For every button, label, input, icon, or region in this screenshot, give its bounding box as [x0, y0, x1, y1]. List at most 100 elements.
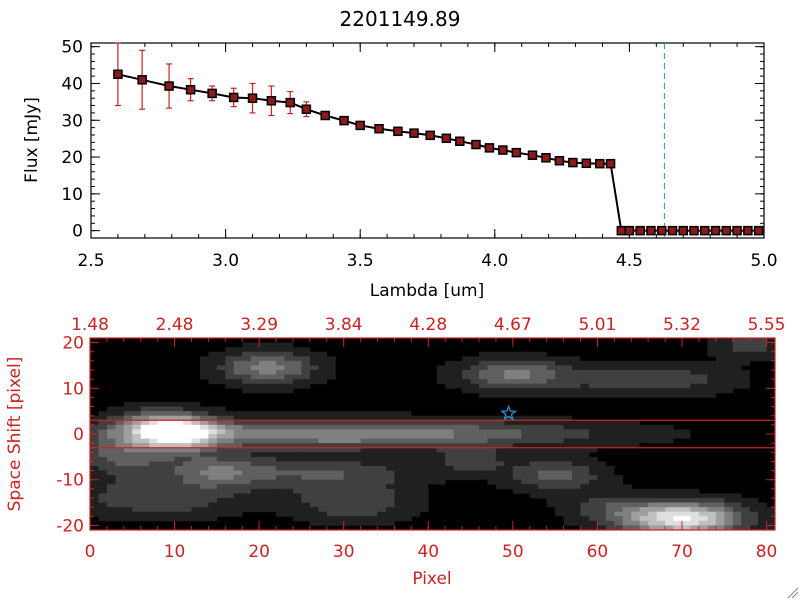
heatmap-cell — [605, 516, 615, 522]
heatmap-cell — [301, 429, 311, 435]
heatmap-cell — [741, 356, 751, 362]
heatmap-cell — [216, 356, 226, 362]
heatmap-cell — [597, 484, 607, 490]
heatmap-cell — [639, 434, 649, 439]
heatmap-cell — [766, 338, 776, 343]
heatmap-cell — [225, 360, 235, 366]
heatmap-cell — [394, 420, 404, 426]
data-point — [605, 158, 616, 169]
y-tick-label: 0 — [72, 222, 83, 242]
heatmap-cell — [572, 516, 581, 522]
heatmap-cell — [462, 424, 471, 430]
heatmap-cell — [208, 498, 218, 503]
heatmap-cell — [98, 429, 108, 435]
heatmap-cell — [292, 351, 302, 357]
heatmap-cell — [318, 502, 328, 508]
heatmap-cell — [411, 502, 421, 508]
heatmap-cell — [149, 406, 159, 412]
heatmap-cell — [250, 420, 260, 426]
heatmap-cell — [242, 356, 252, 362]
heatmap-cell — [411, 507, 421, 513]
heatmap-cell — [758, 351, 767, 357]
heatmap-cell — [183, 484, 192, 490]
heatmap-cell — [572, 365, 581, 371]
heatmap-cell — [555, 498, 564, 503]
heatmap-cell — [267, 438, 277, 444]
heatmap-cell — [741, 342, 751, 348]
heatmap-cell — [487, 365, 497, 371]
heatmap-cell — [605, 420, 615, 426]
heatmap-cell — [250, 470, 260, 476]
heatmap-cell — [614, 379, 624, 385]
heatmap-cell — [597, 370, 607, 375]
heatmap-cell — [318, 438, 328, 444]
heatmap-cell — [250, 374, 260, 380]
heatmap-cell — [580, 511, 590, 517]
heatmap-cell — [259, 360, 268, 366]
heatmap-cell — [225, 488, 235, 494]
heatmap-cell — [470, 420, 480, 426]
heatmap-cell — [580, 438, 590, 444]
heatmap-cell — [394, 443, 404, 449]
heatmap-cell — [132, 502, 142, 508]
heatmap-cell — [732, 511, 742, 517]
heatmap-cell — [681, 434, 691, 439]
heatmap-cell — [665, 507, 674, 513]
heatmap-cell — [115, 498, 125, 503]
heatmap-cell — [724, 502, 734, 508]
heatmap-cell — [343, 438, 353, 444]
heatmap-cell — [563, 452, 573, 458]
heatmap-cell — [529, 429, 539, 435]
heatmap-cell — [529, 475, 539, 481]
heatmap-cell — [301, 347, 311, 353]
heatmap-cell — [572, 438, 581, 444]
heatmap-cell — [174, 411, 184, 417]
heatmap-cell — [115, 493, 125, 499]
heatmap-cell — [538, 461, 548, 467]
heatmap-cell — [276, 420, 285, 426]
heatmap-cell — [724, 383, 734, 389]
heatmap-cell — [411, 493, 421, 499]
heatmap-cell — [132, 415, 142, 421]
heatmap-cell — [225, 461, 235, 467]
heatmap-cell — [352, 429, 362, 435]
heatmap-cell — [715, 516, 725, 522]
heatmap-cell — [377, 507, 387, 513]
heatmap-cell — [487, 452, 497, 458]
heatmap-cell — [732, 498, 742, 503]
heatmap-cell — [140, 516, 150, 522]
resize-grip-icon[interactable] — [787, 587, 799, 599]
heatmap-cell — [191, 443, 201, 449]
heatmap-cell — [555, 429, 564, 435]
heatmap-cell — [698, 360, 708, 366]
heatmap-cell — [250, 360, 260, 366]
heatmap-cell — [749, 498, 759, 503]
heatmap-cell — [276, 443, 285, 449]
heatmap-cell — [208, 470, 218, 476]
heatmap-cell — [546, 507, 556, 513]
heatmap-cell — [529, 484, 539, 490]
heatmap-cell — [546, 388, 556, 394]
heatmap-cell — [572, 461, 581, 467]
heatmap-cell — [276, 365, 285, 371]
heatmap-cell — [199, 360, 209, 366]
heatmap-cell — [149, 420, 159, 426]
heatmap-cell — [512, 484, 522, 490]
heatmap-cell — [597, 424, 607, 430]
heatmap-cell — [259, 493, 268, 499]
heatmap-cell — [301, 415, 311, 421]
heatmap-cell — [225, 411, 235, 417]
heatmap-cell — [555, 388, 564, 394]
heatmap-cell — [453, 383, 463, 389]
heatmap-cell — [462, 443, 471, 449]
heatmap-cell — [529, 374, 539, 380]
x-tick-label: 3.5 — [347, 251, 374, 271]
heatmap-cell — [140, 484, 150, 490]
heatmap-cell — [326, 415, 336, 421]
heatmap-cell — [301, 374, 311, 380]
heatmap-cell — [90, 461, 99, 467]
heatmap-cell — [546, 383, 556, 389]
heatmap-cell — [419, 479, 429, 485]
heatmap-cell — [115, 438, 125, 444]
heatmap-cell — [309, 502, 319, 508]
